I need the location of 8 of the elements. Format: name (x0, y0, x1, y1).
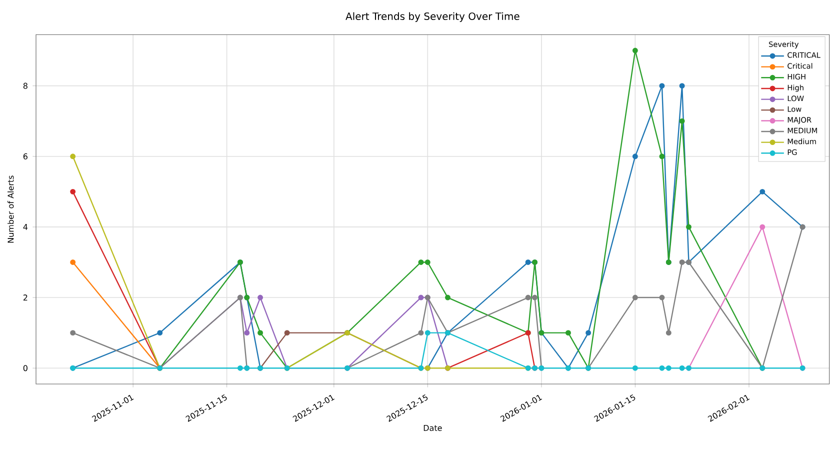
chart-title: Alert Trends by Severity Over Time (346, 12, 520, 22)
y-tick-label: 0 (23, 365, 28, 372)
y-axis-title: Number of Alerts (8, 176, 14, 243)
y-tick-label: 8 (23, 82, 28, 89)
y-tick-label: 4 (23, 224, 28, 230)
x-axis-title: Date (424, 425, 442, 431)
y-tick-label: 2 (23, 294, 28, 300)
y-tick-label: 6 (23, 153, 28, 160)
